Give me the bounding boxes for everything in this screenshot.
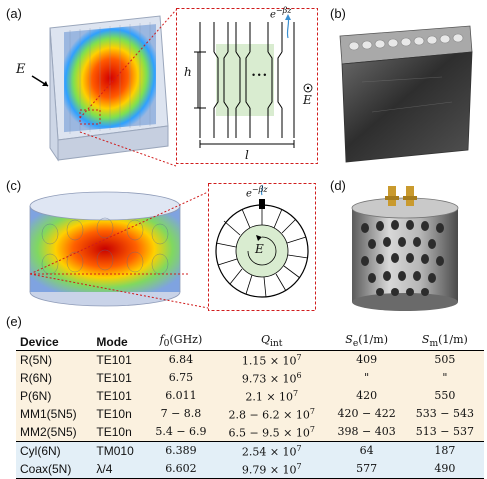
cell-mode: TE10n xyxy=(92,423,146,442)
cavity-parameters-table: Device Mode f0(GHz) Qint Se(1/m) Sm(1/m)… xyxy=(16,333,484,479)
cell-sm: 187 xyxy=(405,441,484,461)
cell-sm: 513 − 537 xyxy=(405,423,484,442)
rect-cavity-simulation xyxy=(20,8,180,173)
length-label: l xyxy=(245,148,249,162)
cell-se: 420 − 422 xyxy=(327,405,406,424)
cell-qint: 2.54 × 107 xyxy=(215,441,328,461)
cell-device: Coax(5N) xyxy=(16,460,93,479)
panel-label-c: (c) xyxy=(6,178,22,193)
cell-f0: 6.602 xyxy=(145,460,216,479)
cell-device: R(5N) xyxy=(16,350,93,370)
cell-mode: TE101 xyxy=(92,387,146,406)
header-f0: f0(GHz) xyxy=(145,333,216,351)
field-label-a-schematic: E xyxy=(303,93,312,107)
header-se: Se(1/m) xyxy=(327,333,406,351)
cell-mode: TE10n xyxy=(92,405,146,424)
panel-label-b: (b) xyxy=(330,6,346,21)
table-row: Coax(5N) λ/4 6.602 9.79 × 107 577 490 xyxy=(16,460,484,479)
cell-mode: λ/4 xyxy=(92,460,146,479)
panel-label-e: (e) xyxy=(6,314,22,329)
cell-f0: 6.75 xyxy=(145,369,216,388)
cell-mode: TM010 xyxy=(92,441,146,461)
table-row: R(5N) TE101 6.84 1.15 × 107 409 505 xyxy=(16,350,484,370)
header-qint: Qint xyxy=(215,333,328,351)
cell-sm: 505 xyxy=(405,350,484,370)
field-label-a: E xyxy=(16,62,26,77)
header-device: Device xyxy=(16,333,93,351)
panel-label-a: (a) xyxy=(6,6,22,21)
cell-device: P(6N) xyxy=(16,387,93,406)
cell-se: 409 xyxy=(327,350,406,370)
cell-qint: 9.73 × 106 xyxy=(215,369,328,388)
cell-qint: 6.5 − 9.5 × 107 xyxy=(215,423,328,442)
rect-cavity-photo xyxy=(332,22,480,164)
cell-device: MM2(5N5) xyxy=(16,423,93,442)
cell-f0: 6.011 xyxy=(145,387,216,406)
cell-se: 398 − 403 xyxy=(327,423,406,442)
height-label: h xyxy=(184,65,192,79)
cell-f0: 6.84 xyxy=(145,350,216,370)
cell-se: 420 xyxy=(327,387,406,406)
cell-f0: 7 − 8.8 xyxy=(145,405,216,424)
cell-f0: 5.4 − 6.9 xyxy=(145,423,216,442)
table-row: MM2(5N5) TE10n 5.4 − 6.9 6.5 − 9.5 × 107… xyxy=(16,423,484,442)
cell-mode: TE101 xyxy=(92,369,146,388)
cell-qint: 2.1 × 107 xyxy=(215,387,328,406)
rect-cavity-schematic xyxy=(176,8,318,164)
cell-se: 64 xyxy=(327,441,406,461)
cyl-cavity-photo xyxy=(340,184,470,314)
zoom-lines-c xyxy=(30,191,209,309)
table-header-row: Device Mode f0(GHz) Qint Se(1/m) Sm(1/m) xyxy=(16,333,484,351)
cyl-cavity-simulation xyxy=(20,184,190,312)
decay-label-a: e−βz xyxy=(270,6,292,21)
cell-sm: 550 xyxy=(405,387,484,406)
table-row: P(6N) TE101 6.011 2.1 × 107 420 550 xyxy=(16,387,484,406)
cell-se: 577 xyxy=(327,460,406,479)
cell-mode: TE101 xyxy=(92,350,146,370)
header-sm: Sm(1/m) xyxy=(405,333,484,351)
cell-qint: 2.8 − 6.2 × 107 xyxy=(215,405,328,424)
cell-sm: " xyxy=(405,369,484,388)
cell-qint: 9.79 × 107 xyxy=(215,460,328,479)
cell-sm: 490 xyxy=(405,460,484,479)
table-row: R(6N) TE101 6.75 9.73 × 106 " " xyxy=(16,369,484,388)
ellipsis-dots: • • • xyxy=(252,70,267,80)
table-row: MM1(5N5) TE10n 7 − 8.8 2.8 − 6.2 × 107 4… xyxy=(16,405,484,424)
field-label-c: E xyxy=(255,242,264,256)
panel-label-d: (d) xyxy=(330,178,346,193)
table-row: Cyl(6N) TM010 6.389 2.54 × 107 64 187 xyxy=(16,441,484,461)
cell-se: " xyxy=(327,369,406,388)
cell-qint: 1.15 × 107 xyxy=(215,350,328,370)
zoom-lines-a xyxy=(80,9,177,167)
cell-f0: 6.389 xyxy=(145,441,216,461)
decay-label-c: e−βz xyxy=(246,185,268,200)
cyl-cavity-schematic xyxy=(208,183,316,311)
cell-sm: 533 − 543 xyxy=(405,405,484,424)
header-mode: Mode xyxy=(92,333,146,351)
cell-device: R(6N) xyxy=(16,369,93,388)
cell-device: MM1(5N5) xyxy=(16,405,93,424)
cell-device: Cyl(6N) xyxy=(16,441,93,461)
